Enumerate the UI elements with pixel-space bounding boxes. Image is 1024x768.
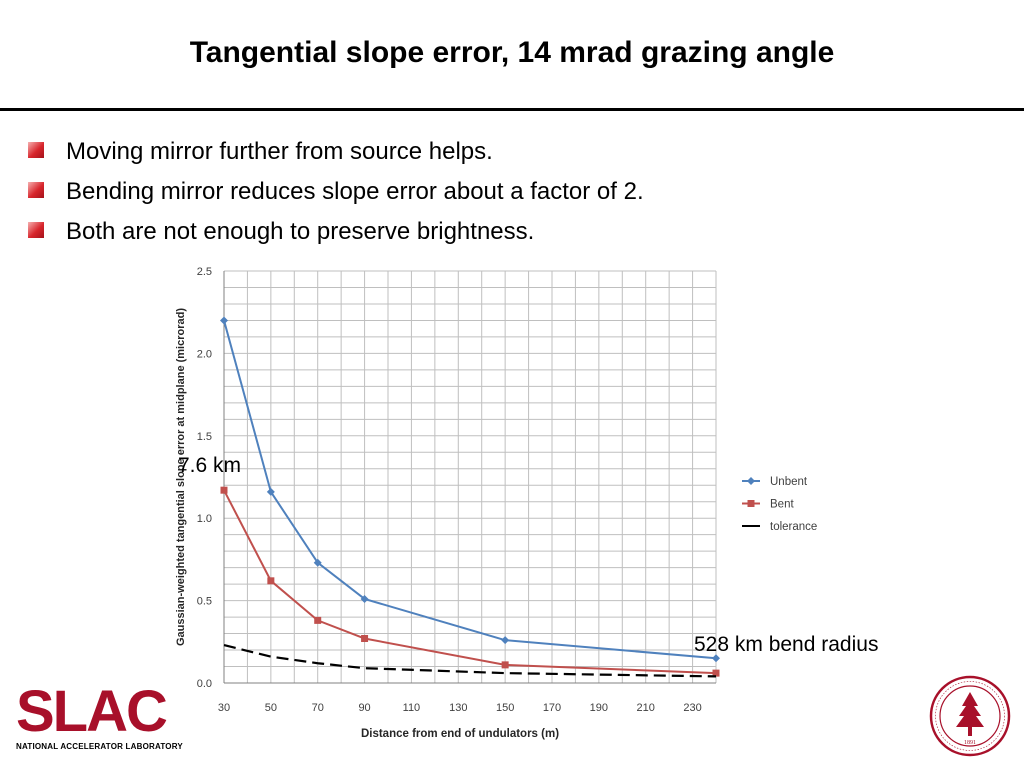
bullet-square-icon [28, 182, 44, 198]
series-line-bent [223, 489, 717, 675]
data-point-unbent [220, 316, 228, 325]
slac-logo-subtitle: NATIONAL ACCELERATOR LABORATORY [16, 742, 183, 751]
x-tick-label: 90 [358, 702, 370, 714]
annotation-bend-radius-short: 7.6 km [178, 454, 242, 477]
x-tick-label: 230 [683, 702, 701, 714]
y-tick-label: 0.0 [197, 678, 212, 690]
slac-logo: SLAC NATIONAL ACCELERATOR LABORATORY [16, 679, 183, 752]
y-axis-label: Gaussian-weighted tangential slope error… [175, 308, 187, 646]
data-point-bent [712, 669, 720, 677]
y-tick-label: 1.0 [197, 513, 212, 525]
legend-label: Bent [770, 499, 794, 511]
data-point-bent [501, 661, 509, 669]
x-tick-label: 150 [496, 702, 514, 714]
title-divider [0, 108, 1024, 111]
x-tick-label: 210 [637, 702, 655, 714]
data-point-unbent [266, 487, 275, 496]
legend-marker [747, 477, 755, 485]
x-tick-label: 70 [312, 702, 324, 714]
y-tick-label: 2.0 [197, 348, 212, 360]
bullet-square-icon [28, 142, 44, 158]
data-point-unbent [313, 558, 322, 567]
data-point-bent [220, 486, 228, 494]
x-tick-label: 110 [403, 702, 421, 714]
bullet-item: Both are not enough to preserve brightne… [28, 216, 644, 256]
data-point-bent [314, 616, 322, 624]
data-point-unbent [501, 636, 510, 645]
data-point-bent [361, 635, 369, 643]
slide-title: Tangential slope error, 14 mrad grazing … [189, 36, 835, 69]
bullet-item: Moving mirror further from source helps. [28, 136, 644, 176]
bullet-text: Both are not enough to preserve brightne… [66, 218, 535, 245]
slac-logo-wordmark: SLAC [16, 679, 168, 744]
x-tick-label: 50 [265, 702, 277, 714]
x-tick-label: 190 [590, 702, 608, 714]
series-line-tolerance [223, 644, 717, 678]
slope-error-chart: 0.0 0.5 1.0 1.5 2.0 2.5 30 50 70 90 110 130 150 170 19… [175, 266, 817, 740]
bullet-text: Bending mirror reduces slope error about… [66, 178, 644, 205]
plot-area [224, 271, 716, 683]
bullet-item: Bending mirror reduces slope error about… [28, 176, 644, 216]
bullet-square-icon [28, 222, 44, 238]
data-point-unbent [712, 654, 720, 663]
x-tick-label: 170 [543, 702, 561, 714]
legend-label: Unbent [770, 476, 808, 488]
x-tick-label: 130 [449, 702, 467, 714]
seal-year: 1891 [964, 740, 976, 746]
data-point-bent [267, 577, 275, 585]
y-tick-label: 1.5 [197, 431, 212, 443]
x-tick-label: 30 [218, 702, 230, 714]
x-axis-label: Distance from end of undulators (m) [361, 728, 559, 740]
bullet-text: Moving mirror further from source helps. [66, 138, 493, 165]
series-line-unbent [223, 320, 717, 660]
y-tick-label: 2.5 [197, 266, 212, 278]
annotation-bend-radius-long: 528 km bend radius [694, 633, 879, 656]
stanford-seal-icon: 1891 [929, 675, 1011, 757]
y-tick-label: 0.5 [197, 596, 212, 608]
legend-label: tolerance [770, 521, 817, 533]
bullet-list: Moving mirror further from source helps.… [28, 136, 644, 256]
data-point-unbent [360, 594, 369, 603]
legend-marker [747, 500, 755, 507]
